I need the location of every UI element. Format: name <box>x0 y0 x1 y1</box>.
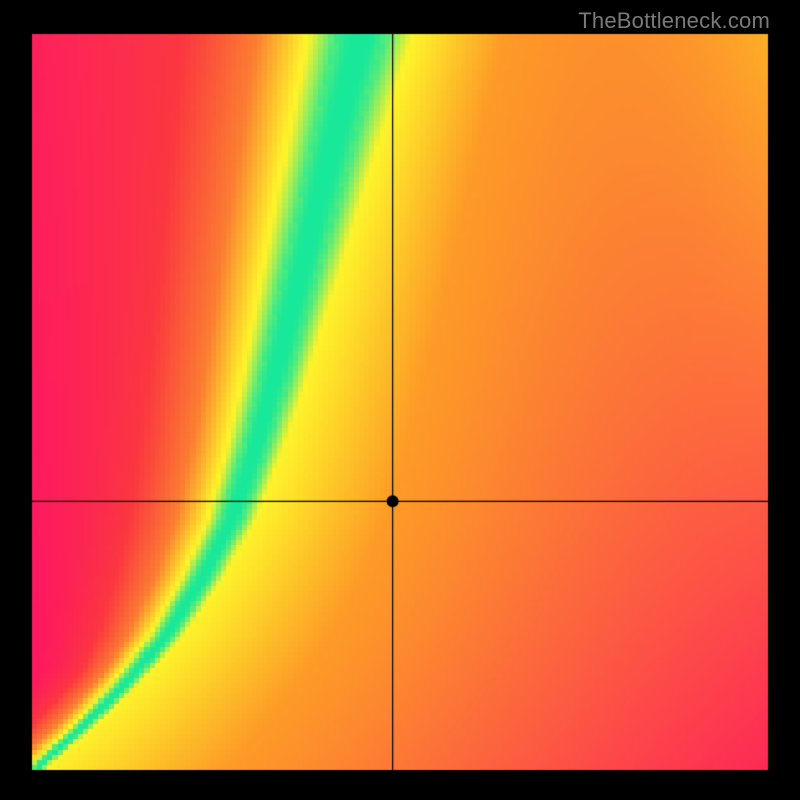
chart-container: TheBottleneck.com <box>0 0 800 800</box>
heatmap-canvas <box>0 0 800 800</box>
watermark-label: TheBottleneck.com <box>578 8 770 34</box>
